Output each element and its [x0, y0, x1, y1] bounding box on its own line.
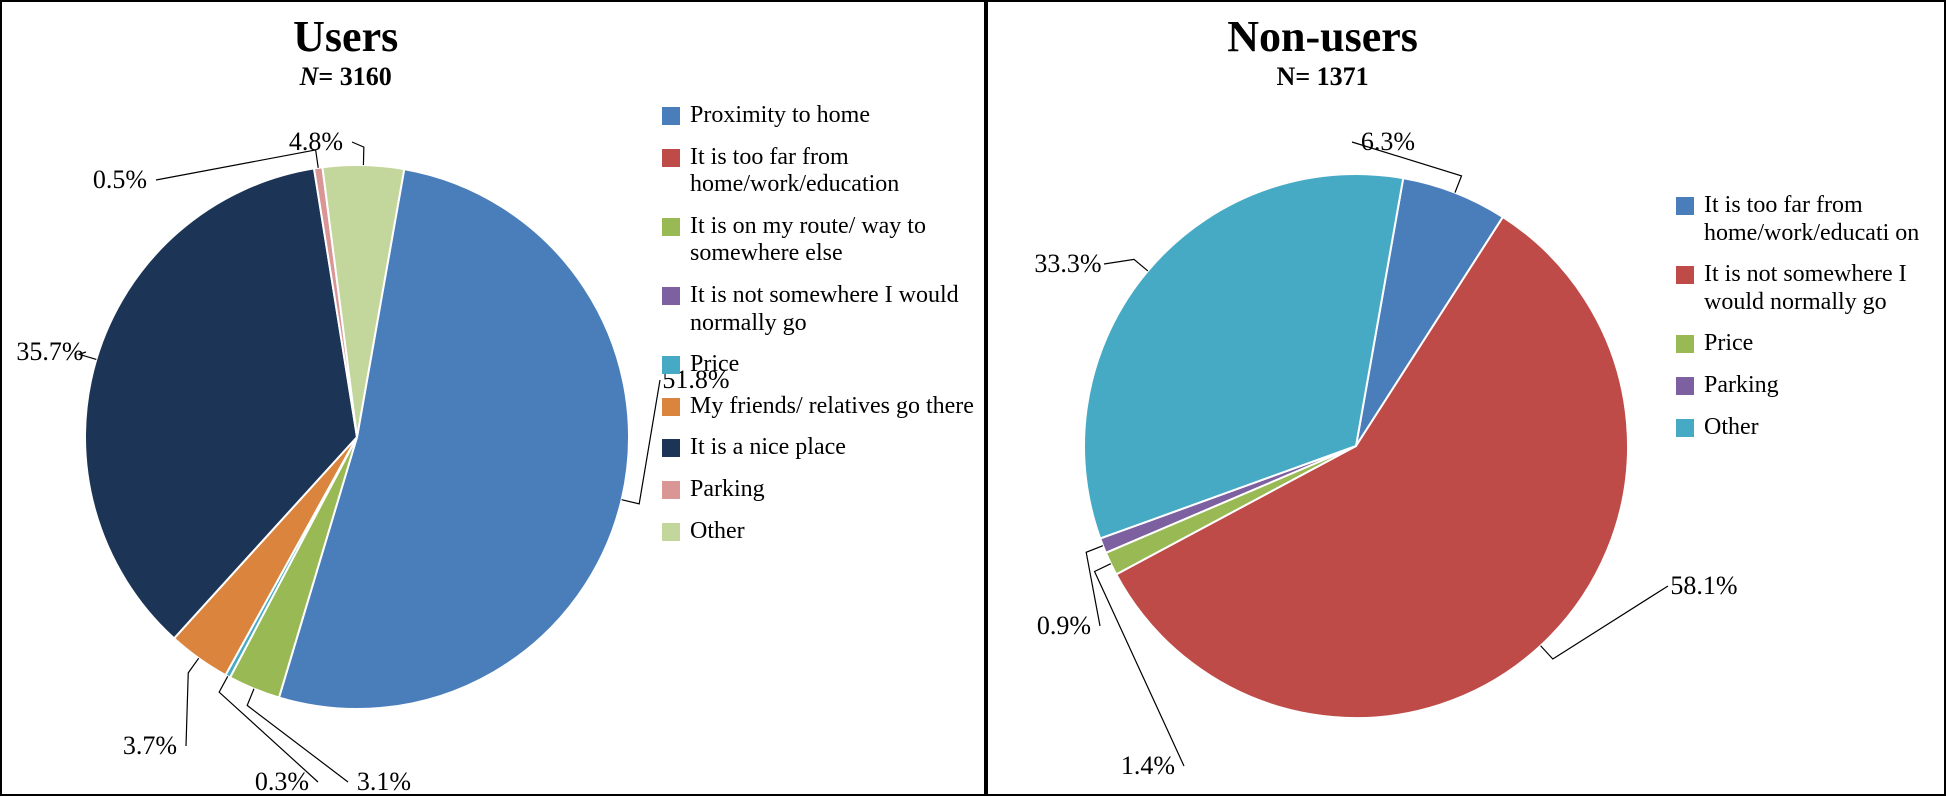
legend-marker — [662, 481, 680, 499]
legend-item: Price — [662, 351, 982, 379]
legend-marker — [1676, 197, 1694, 215]
legend-label: Price — [1704, 330, 1753, 358]
legend-marker — [1676, 419, 1694, 437]
legend-item: Parking — [1676, 372, 1944, 400]
legend-label: Proximity to home — [690, 102, 870, 130]
legend-marker — [662, 218, 680, 236]
legend: Proximity to home It is too far from home… — [662, 102, 982, 559]
legend-label: Price — [690, 351, 739, 379]
legend-item: It is too far from home/work/educati on — [1676, 192, 1944, 247]
legend-item: My friends/ relatives go there — [662, 393, 982, 421]
legend-marker — [662, 149, 680, 167]
legend-label: Other — [690, 518, 745, 546]
legend-label: Parking — [1704, 372, 1779, 400]
legend-marker — [1676, 266, 1694, 284]
leader-line — [1086, 546, 1103, 626]
legend-label: It is too far from home/work/education — [690, 144, 982, 199]
legend-label: It is a nice place — [690, 434, 846, 462]
panel-users: Users N= 3160 51.8%3.1%0.3%3.7%35.7%0.5%… — [0, 0, 986, 796]
figure-root: Users N= 3160 51.8%3.1%0.3%3.7%35.7%0.5%… — [0, 0, 1946, 796]
leader-line — [352, 142, 364, 165]
leader-line — [79, 352, 96, 359]
leader-line — [186, 658, 199, 746]
legend-item: Other — [1676, 414, 1944, 442]
legend-label: Parking — [690, 476, 765, 504]
legend-marker — [662, 107, 680, 125]
legend: It is too far from home/work/educati on I… — [1676, 192, 1944, 455]
legend-item: Other — [662, 518, 982, 546]
legend-marker — [662, 287, 680, 305]
legend-marker — [662, 356, 680, 374]
legend-label: My friends/ relatives go there — [690, 393, 974, 421]
legend-item: It is too far from home/work/education — [662, 144, 982, 199]
legend-marker — [1676, 377, 1694, 395]
legend-item: It is not somewhere I would normally go — [662, 282, 982, 337]
legend-label: It is on my route/ way to somewhere else — [690, 213, 982, 268]
legend-marker — [662, 523, 680, 541]
legend-item: It is not somewhere I would normally go — [1676, 261, 1944, 316]
legend-marker — [662, 439, 680, 457]
legend-marker — [662, 398, 680, 416]
panel-nonusers: Non-users N= 1371 6.3%58.1%1.4%0.9%33.3%… — [986, 0, 1946, 796]
legend-label: It is not somewhere I would normally go — [690, 282, 982, 337]
legend-label: Other — [1704, 414, 1759, 442]
legend-item: It is a nice place — [662, 434, 982, 462]
legend-item: Parking — [662, 476, 982, 504]
legend-label: It is too far from home/work/educati on — [1704, 192, 1944, 247]
legend-marker — [1676, 335, 1694, 353]
legend-item: Proximity to home — [662, 102, 982, 130]
legend-item: Price — [1676, 330, 1944, 358]
leader-line — [1104, 259, 1148, 271]
legend-label: It is not somewhere I would normally go — [1704, 261, 1944, 316]
legend-item: It is on my route/ way to somewhere else — [662, 213, 982, 268]
